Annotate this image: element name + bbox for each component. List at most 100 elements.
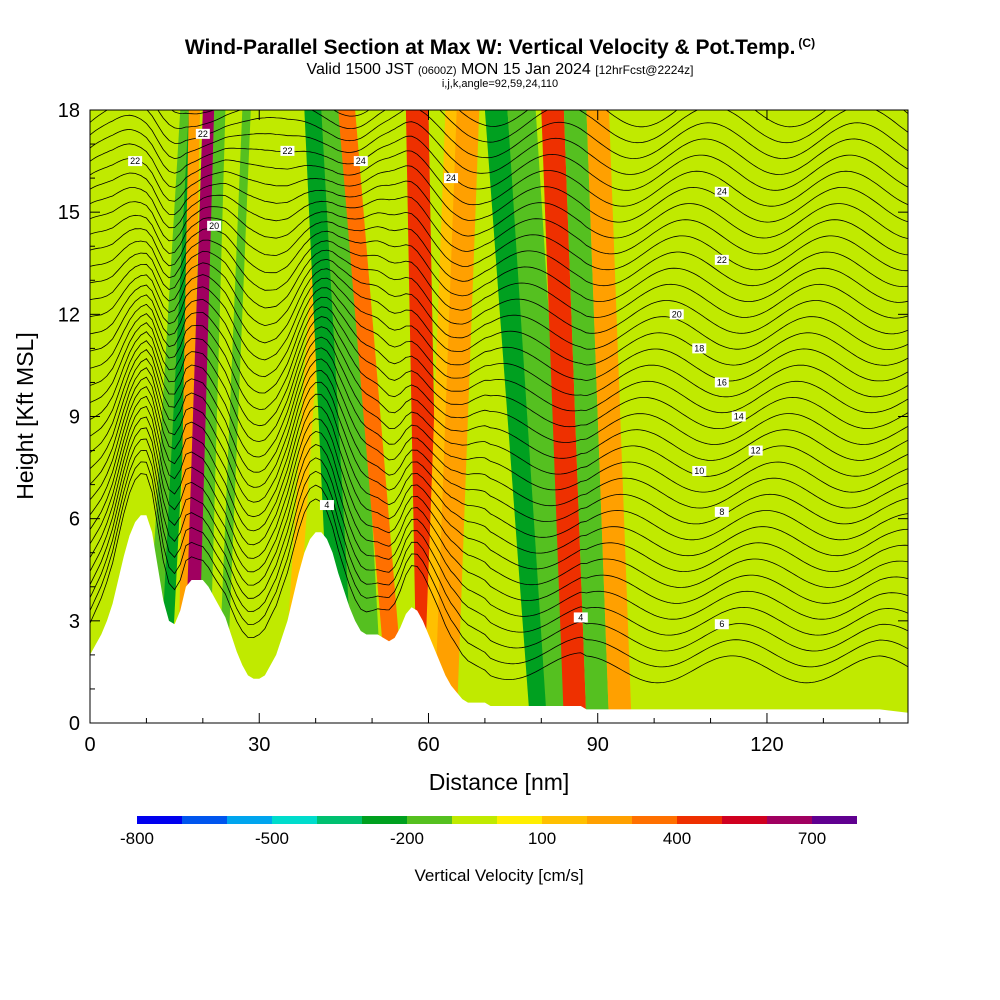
colorbar-swatch bbox=[317, 816, 362, 824]
chart-subtitle: Valid 1500 JST (0600Z) MON 15 Jan 2024 [… bbox=[306, 61, 694, 78]
copyright-mark: (C) bbox=[798, 36, 816, 50]
velocity-band-4 bbox=[197, 110, 226, 723]
colorbar-swatch bbox=[677, 816, 722, 824]
svg-text:4: 4 bbox=[324, 500, 329, 510]
isentrope-line-13 bbox=[90, 336, 908, 477]
velocity-band-9 bbox=[338, 110, 406, 723]
velocity-band-5 bbox=[216, 110, 251, 723]
isentrope-line-0 bbox=[90, 473, 908, 684]
colorbar-label: -500 bbox=[255, 829, 289, 848]
velocity-band-13 bbox=[484, 110, 553, 723]
contour-label: 12 bbox=[748, 445, 763, 456]
colorbar-swatch bbox=[272, 816, 317, 824]
axes: 0 30 60 90 120 0 3 6 9 12 15 18 bbox=[58, 100, 908, 756]
isentrope-line-2 bbox=[90, 449, 908, 652]
isentrope-line-17 bbox=[90, 296, 908, 414]
chart-indices: i,j,k,angle=92,59,24,110 bbox=[441, 78, 559, 90]
svg-text:22: 22 bbox=[282, 146, 292, 156]
y-tick-label: 9 bbox=[69, 407, 80, 429]
isentrope-line-5 bbox=[90, 416, 908, 604]
isentrope-line-9 bbox=[90, 376, 908, 541]
y-tick-label: 3 bbox=[69, 611, 80, 633]
colorbar-label: 100 bbox=[528, 829, 556, 848]
isentrope-line-33 bbox=[90, 110, 908, 160]
x-axis-title: Distance [nm] bbox=[429, 769, 570, 795]
isentrope-line-1 bbox=[90, 461, 908, 668]
isentrope-line-20 bbox=[90, 268, 908, 366]
x-tick-label: 30 bbox=[248, 734, 270, 756]
svg-text:4: 4 bbox=[578, 612, 583, 622]
velocity-band-12 bbox=[434, 110, 480, 723]
isentrope-line-21 bbox=[90, 258, 908, 351]
colorbar-label: -800 bbox=[120, 829, 154, 848]
contour-label: 8 bbox=[714, 507, 729, 517]
contour-labels: 22 22 20 22 24 24 24 22 20 18 16 14 12 10 8 6 4 4 bbox=[128, 128, 763, 630]
colorbar-swatch bbox=[407, 816, 452, 824]
y-tick-label: 15 bbox=[58, 202, 80, 224]
isentrope-line-15 bbox=[90, 316, 908, 445]
x-tick-label: 90 bbox=[587, 734, 609, 756]
isentrope-line-29 bbox=[90, 157, 908, 223]
velocity-band-17 bbox=[586, 110, 632, 723]
y-axis-title: Height [Kft MSL] bbox=[12, 332, 38, 499]
contour-label: 24 bbox=[714, 186, 729, 197]
colorbar-swatch bbox=[182, 816, 227, 824]
contour-label: 20 bbox=[669, 309, 684, 320]
isentrope-line-19 bbox=[90, 277, 908, 382]
chart-header: Wind-Parallel Section at Max W: Vertical… bbox=[0, 36, 1000, 90]
colorbar: -800 -500 -200 100 400 700 bbox=[120, 816, 857, 848]
colorbar-swatch bbox=[362, 816, 407, 824]
isentrope-line-34 bbox=[90, 110, 908, 144]
svg-text:6: 6 bbox=[719, 619, 724, 629]
isentrope-line-16 bbox=[90, 306, 908, 429]
colorbar-swatch bbox=[452, 816, 497, 824]
colorbar-label: 400 bbox=[663, 829, 691, 848]
svg-text:14: 14 bbox=[734, 412, 744, 422]
svg-text:22: 22 bbox=[130, 156, 140, 166]
svg-text:10: 10 bbox=[694, 466, 704, 476]
colorbar-swatch bbox=[812, 816, 857, 824]
svg-text:12: 12 bbox=[751, 446, 761, 456]
isentrope-line-24 bbox=[90, 228, 908, 303]
contour-label: 24 bbox=[444, 173, 459, 184]
svg-text:22: 22 bbox=[717, 255, 727, 265]
contour-label: 22 bbox=[280, 145, 295, 156]
colorbar-title: Vertical Velocity [cm/s] bbox=[414, 866, 583, 885]
y-tick-label: 18 bbox=[58, 100, 80, 122]
contour-label: 22 bbox=[714, 254, 729, 265]
colorbar-swatch bbox=[497, 816, 542, 824]
colorbar-swatch bbox=[632, 816, 677, 824]
colorbar-label: 700 bbox=[798, 829, 826, 848]
y-tick-label: 12 bbox=[58, 304, 80, 326]
isentrope-line-8 bbox=[90, 386, 908, 557]
isentrope-line-6 bbox=[90, 406, 908, 588]
colorbar-swatch bbox=[227, 816, 272, 824]
svg-text:22: 22 bbox=[198, 129, 208, 139]
contour-label: 10 bbox=[692, 465, 707, 476]
velocity-band-15 bbox=[541, 110, 587, 723]
contour-label: 14 bbox=[731, 411, 746, 422]
contour-label: 4 bbox=[573, 612, 588, 623]
isentrope-line-22 bbox=[90, 249, 908, 335]
x-tick-label: 60 bbox=[417, 734, 439, 756]
svg-text:20: 20 bbox=[672, 309, 682, 319]
velocity-band-16 bbox=[563, 110, 610, 723]
y-tick-label: 0 bbox=[69, 713, 80, 735]
isentrope-line-28 bbox=[90, 172, 908, 239]
contour-label: 22 bbox=[128, 156, 143, 167]
plot-area: 22 22 20 22 24 24 24 22 20 18 16 14 12 10 8 6 4 4 bbox=[90, 110, 908, 723]
isentrope-line-10 bbox=[90, 367, 908, 525]
isentrope-line-12 bbox=[90, 347, 908, 493]
isentrope-line-25 bbox=[90, 214, 908, 288]
isentrope-line-7 bbox=[90, 395, 908, 573]
isentrope-line-4 bbox=[90, 427, 908, 620]
contour-label: 20 bbox=[207, 220, 222, 231]
chart-title: Wind-Parallel Section at Max W: Vertical… bbox=[184, 36, 816, 59]
svg-text:18: 18 bbox=[694, 343, 704, 353]
isentrope-line-23 bbox=[90, 239, 908, 319]
svg-text:24: 24 bbox=[717, 187, 727, 197]
isentrope-line-30 bbox=[90, 143, 908, 207]
isentrope-line-14 bbox=[90, 326, 908, 461]
colorbar-swatch bbox=[137, 816, 182, 824]
